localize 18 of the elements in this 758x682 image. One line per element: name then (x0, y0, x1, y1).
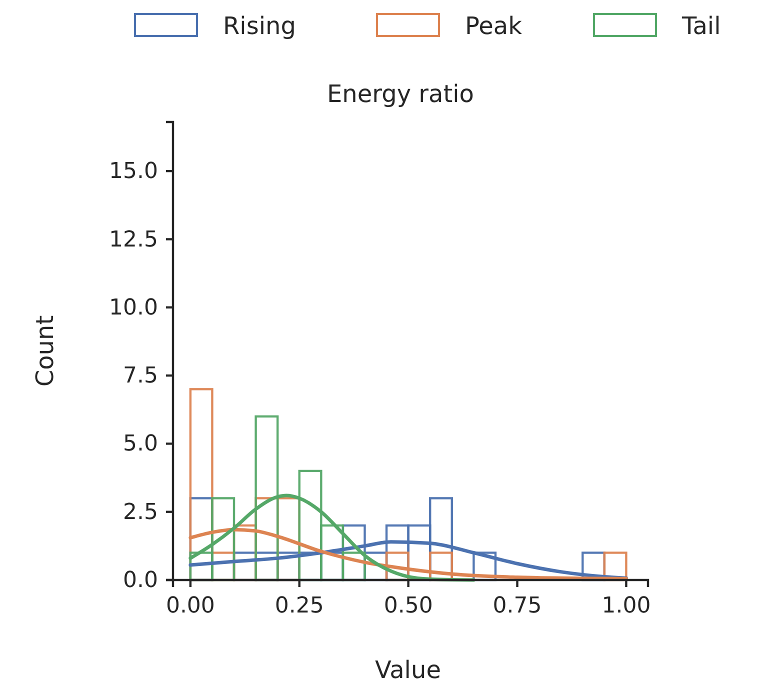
y-tick-label: 2.5 (123, 500, 158, 525)
x-tick-label: 0.25 (274, 594, 324, 619)
chart-title: Energy ratio (327, 80, 474, 108)
x-axis-title: Value (375, 656, 441, 682)
x-tick-label: 0.75 (492, 594, 542, 619)
x-tick-label: 0.50 (384, 594, 433, 619)
y-tick-label: 5.0 (123, 432, 158, 457)
y-tick-label: 15.0 (109, 159, 158, 184)
legend-label: Rising (223, 12, 296, 40)
y-tick-label: 0.0 (123, 568, 158, 594)
y-tick-label: 12.5 (109, 227, 158, 252)
legend-label: Peak (465, 12, 522, 40)
legend-label: Tail (681, 12, 721, 40)
x-tick-label: 0.00 (166, 594, 215, 619)
y-tick-label: 7.5 (123, 364, 158, 389)
y-tick-label: 10.0 (109, 295, 158, 320)
x-tick-label: 1.00 (602, 594, 651, 619)
y-axis-title: Count (31, 315, 59, 387)
